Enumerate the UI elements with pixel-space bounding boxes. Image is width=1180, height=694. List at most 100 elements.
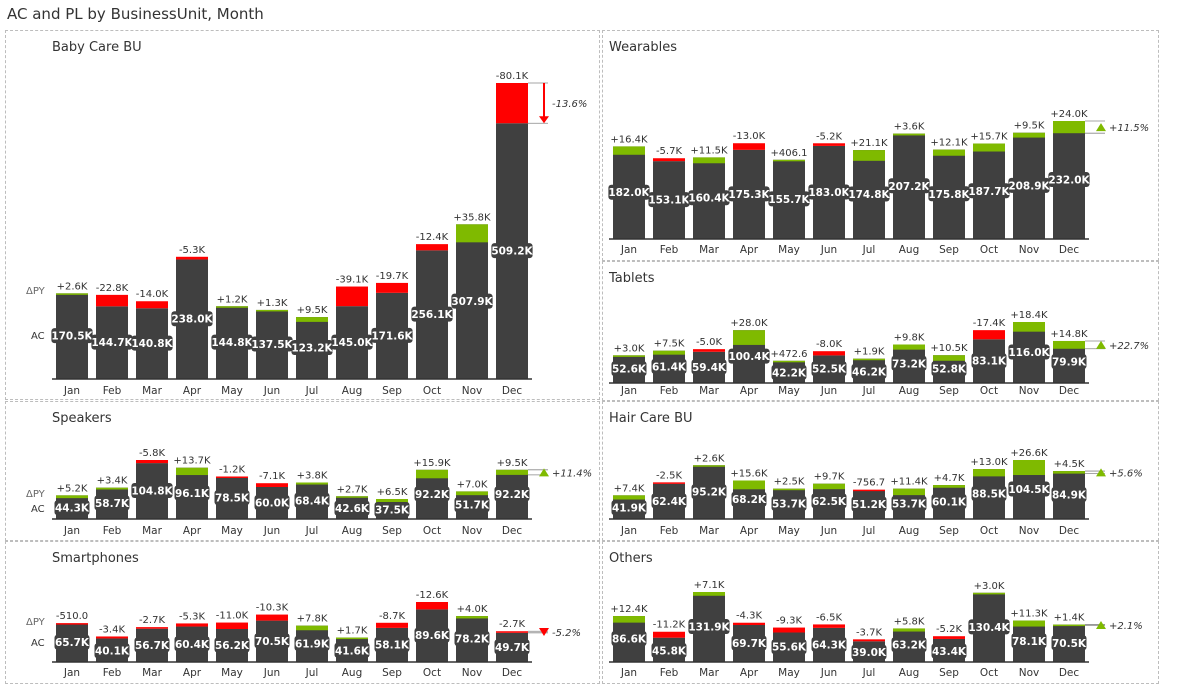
delta-value-label: +11.4K (890, 477, 928, 488)
total-change-label: -13.6% (552, 99, 587, 110)
value-label-bg (971, 486, 1007, 502)
value-label-bg (848, 186, 890, 202)
panel-wearables[interactable]: Wearables 182.0K +16.4K Jan 153.1K -5.7K Feb 16… (602, 30, 1159, 261)
delta-bar (613, 616, 645, 623)
ac-value-label: 78.2K (455, 634, 490, 646)
ac-value-label: 171.6K (371, 330, 413, 342)
ac-value-label: 175.3K (728, 189, 770, 201)
delta-value-label: +35.8K (453, 212, 491, 223)
ac-value-label: 256.1K (411, 309, 453, 321)
value-label-bg (414, 627, 450, 643)
ac-value-label: 63.2K (892, 640, 927, 652)
ac-value-label: 69.7K (732, 638, 767, 650)
delta-value-label: +7.0K (457, 479, 488, 490)
value-label-bg (771, 639, 807, 655)
delta-bar (256, 309, 288, 312)
chart-title: Smartphones (52, 551, 139, 566)
value-label-bg (811, 361, 847, 377)
value-label-bg (688, 190, 730, 206)
ac-value-label: 52.6K (612, 364, 647, 376)
delta-bar (376, 622, 408, 628)
value-label-bg (808, 184, 850, 200)
delta-value-label: +11.3K (1010, 609, 1048, 620)
month-label: Jun (263, 525, 280, 537)
value-label-bg (731, 635, 767, 651)
month-label: Jul (305, 385, 319, 397)
delta-value-label: +15.9K (413, 458, 451, 469)
month-label: Dec (502, 385, 523, 397)
month-label: Jun (263, 385, 280, 397)
value-label-bg (771, 495, 807, 511)
delta-bar (653, 631, 685, 638)
value-label-bg (851, 644, 887, 660)
panel-hair-care[interactable]: Hair Care BU 41.9K +7.4K Jan 62.4K -2.5K Feb 95… (602, 401, 1159, 541)
month-label: Feb (660, 385, 679, 397)
delta-value-label: -11.2K (653, 620, 686, 631)
value-label-bg (494, 639, 530, 655)
delta-bar (136, 627, 168, 629)
value-label-bg (411, 306, 453, 322)
delta-bar (853, 150, 885, 161)
value-label-bg (54, 500, 90, 516)
delta-bar (416, 244, 448, 251)
delta-bar (973, 330, 1005, 340)
ac-value-label: 45.8K (652, 645, 687, 657)
delta-bar (773, 360, 805, 363)
delta-value-label: +13.7K (173, 456, 211, 467)
page-title: AC and PL by BusinessUnit, Month (7, 5, 264, 23)
delta-value-label: -5.7K (656, 146, 683, 157)
delta-bar (933, 636, 965, 639)
delta-bar (336, 286, 368, 307)
ac-value-label: 187.7K (968, 186, 1010, 198)
delta-bar (853, 639, 885, 642)
month-label: Mar (699, 667, 719, 679)
delta-value-label: -39.1K (336, 275, 369, 286)
delta-value-label: -2.5K (656, 470, 683, 481)
chart-baby-care: Baby Care BU ΔPY AC 170.5K +2.6K Jan 144.7K -22… (26, 40, 587, 397)
ac-value-label: 62.5K (812, 496, 847, 508)
delta-value-label: +2.7K (337, 484, 368, 495)
value-label-bg (1051, 635, 1087, 651)
ac-value-label: 509.2K (491, 246, 533, 258)
panel-smartphones[interactable]: Smartphones ΔPY AC 65.7K -510.0 Jan 40.1K -3.4K… (5, 541, 600, 684)
value-label-bg (334, 642, 370, 658)
ac-value-label: 70.5K (255, 636, 290, 648)
value-label-bg (1008, 344, 1050, 360)
month-label: Sep (382, 667, 402, 679)
delta-bar (973, 469, 1005, 477)
panel-tablets[interactable]: Tablets 52.6K +3.0K Jan 61.4K +7.5K Feb 59.4K -5… (602, 261, 1159, 401)
ac-value-label: 183.0K (808, 187, 850, 199)
month-label: Mar (699, 525, 719, 537)
ac-value-label: 56.2K (215, 640, 250, 652)
delta-bar (456, 616, 488, 619)
ac-value-label: 42.6K (335, 503, 370, 515)
delta-bar (1053, 121, 1085, 134)
month-label: Sep (382, 385, 402, 397)
delta-bar (733, 143, 765, 150)
delta-value-label: -8.7K (379, 611, 406, 622)
delta-value-label: +15.6K (730, 468, 768, 479)
month-label: Jun (820, 244, 837, 256)
value-label-bg (1008, 177, 1050, 193)
value-label-bg (211, 334, 253, 350)
value-label-bg (294, 492, 330, 508)
ac-value-label: 49.7K (495, 642, 530, 654)
delta-value-label: -2.7K (499, 619, 526, 630)
chart-title: Baby Care BU (52, 40, 142, 55)
delta-bar (96, 487, 128, 490)
panel-speakers[interactable]: Speakers ΔPY AC 44.3K +5.2K Jan 58.7K +3.4K Feb 1… (5, 401, 600, 541)
value-label-bg (728, 186, 770, 202)
ac-value-label: 100.4K (728, 351, 770, 363)
value-label-bg (414, 486, 450, 502)
delta-bar (733, 330, 765, 345)
value-label-bg (294, 635, 330, 651)
value-label-bg (451, 293, 493, 309)
delta-bar (1013, 322, 1045, 332)
panel-baby-care[interactable]: Baby Care BU ΔPY AC 170.5K +2.6K Jan 144.7K -22… (5, 30, 600, 400)
panel-others[interactable]: Others 86.6K +12.4K Jan 45.8K -11.2K Feb 131.9K… (602, 541, 1159, 684)
value-label-bg (811, 636, 847, 652)
value-label-bg (1011, 633, 1047, 649)
delta-row-label: ΔPY (26, 617, 46, 628)
ac-value-label: 43.4K (932, 646, 967, 658)
month-label: Aug (899, 244, 920, 256)
